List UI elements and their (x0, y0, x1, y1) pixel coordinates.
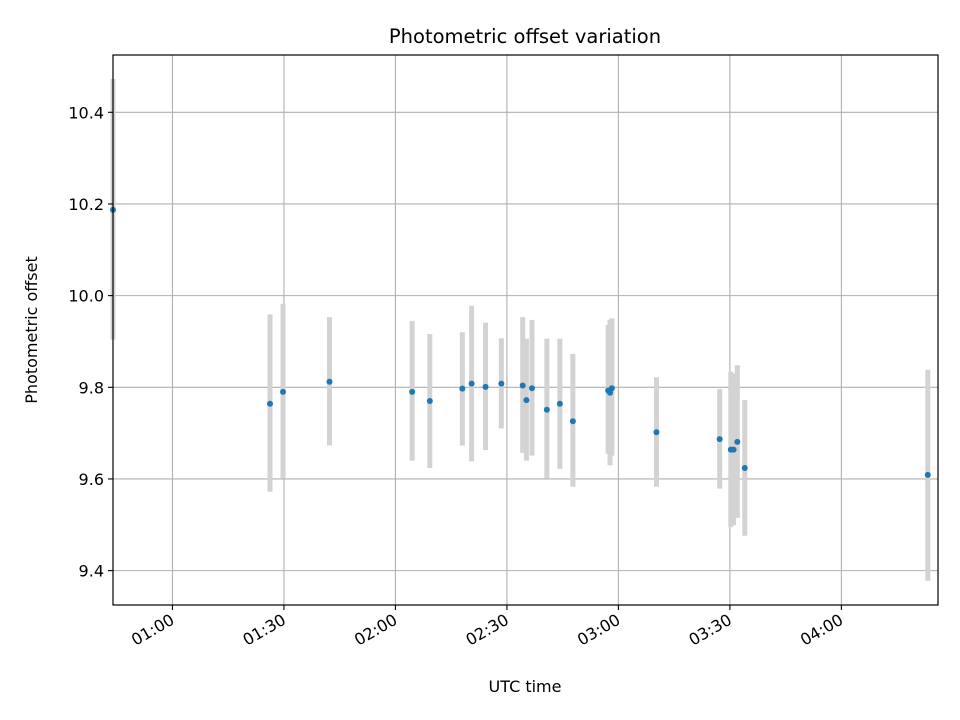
y-tick-label: 10.2 (68, 195, 104, 214)
data-point (426, 398, 433, 405)
data-point (280, 388, 287, 395)
data-point (459, 385, 466, 392)
y-tick-label: 9.6 (79, 470, 104, 489)
y-axis-ticks: 9.4 9.6 9.8 10.0 10.2 10.4 (68, 103, 113, 581)
data-point (556, 400, 563, 407)
data-point (734, 438, 741, 445)
plot-frame (112, 54, 939, 606)
data-point (741, 464, 748, 471)
data-point (653, 429, 660, 436)
data-point (409, 388, 416, 395)
y-tick-label: 10.0 (68, 287, 104, 306)
y-tick-label: 9.8 (79, 378, 104, 397)
data-point (607, 389, 614, 396)
data-point (569, 418, 576, 425)
data-point (326, 378, 333, 385)
grid (113, 55, 938, 605)
data-point (482, 383, 489, 390)
data-points (110, 206, 931, 478)
data-point (716, 436, 723, 443)
y-tick-label: 10.4 (68, 103, 104, 122)
data-point (523, 397, 530, 404)
x-axis-title: UTC time (489, 677, 562, 696)
y-tick-label: 9.4 (79, 562, 104, 581)
data-point (519, 382, 526, 389)
data-point (498, 380, 505, 387)
y-axis-title: Photometric offset (22, 256, 41, 404)
data-point (608, 385, 615, 392)
data-point (924, 471, 931, 478)
chart-title: Photometric offset variation (389, 25, 661, 48)
data-point (529, 385, 536, 392)
data-point (543, 406, 550, 413)
data-point (468, 380, 475, 387)
data-point (267, 400, 274, 407)
data-point (730, 446, 737, 453)
